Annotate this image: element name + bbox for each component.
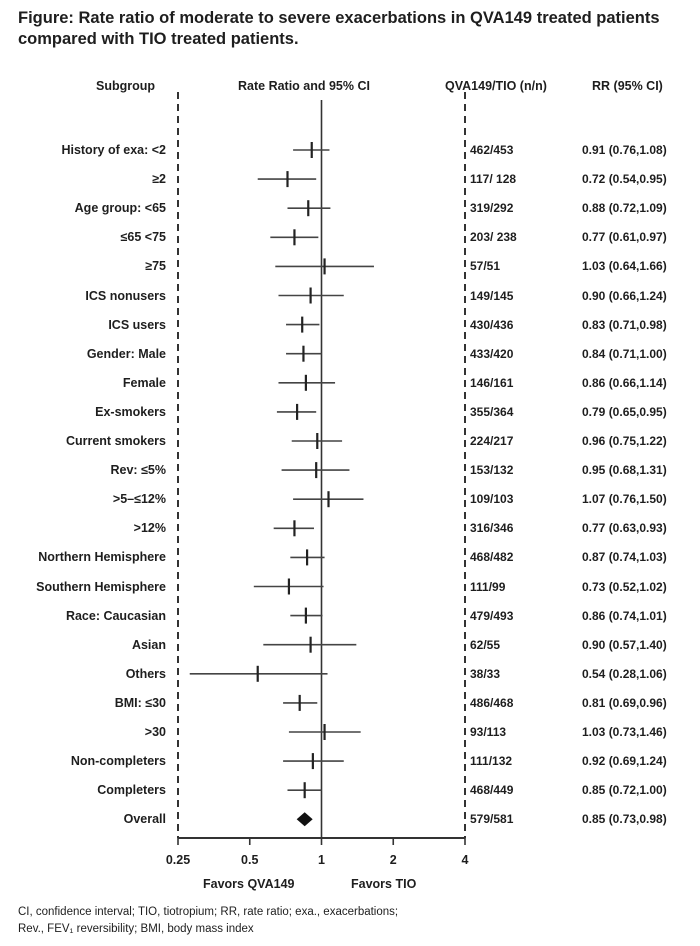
x-tick-label: 4 [461, 853, 469, 867]
footnote-line-1: CI, confidence interval; TIO, tiotropium… [18, 906, 399, 918]
subgroup-label: Non-completers [70, 754, 166, 769]
subgroup-label: >12% [133, 521, 166, 536]
subgroup-label: ≥2 [152, 172, 166, 187]
nn-value: 486/468 [470, 695, 514, 710]
nn-value: 153/132 [470, 463, 514, 478]
nn-value: 38/33 [470, 666, 501, 681]
subgroup-label: ≤65 <75 [120, 230, 166, 245]
nn-value: 479/493 [470, 608, 514, 623]
subgroup-label: Ex-smokers [95, 404, 166, 419]
header-qva-tio-nn: QVA149/TIO (n/n) [445, 79, 547, 93]
rr-ci-value: 0.77 (0.63,0.93) [582, 521, 667, 536]
subgroup-label: BMI: ≤30 [114, 695, 166, 710]
subgroup-label: >30 [144, 725, 166, 739]
subgroup-label: Northern Hemisphere [38, 550, 166, 565]
x-tick-label: 0.5 [241, 853, 259, 867]
nn-value: 433/420 [470, 346, 514, 361]
subgroup-label: Female [122, 375, 166, 390]
nn-value: 468/449 [470, 783, 514, 798]
subgroup-label: Age group: <65 [74, 201, 166, 216]
figure-title: Figure: Rate ratio of moderate to severe… [18, 9, 660, 48]
x-tick-label: 2 [389, 853, 397, 867]
nn-value: 93/113 [470, 725, 507, 739]
rr-ci-value: 1.03 (0.73,1.46) [582, 725, 667, 739]
nn-value: 462/453 [470, 143, 514, 157]
rr-ci-value: 0.85 (0.72,1.00) [582, 783, 667, 798]
rr-ci-value: 0.85 (0.73,0.98) [582, 812, 667, 827]
subgroup-label: ICS users [108, 317, 166, 332]
rr-ci-value: 0.83 (0.71,0.98) [582, 317, 667, 332]
rr-ci-value: 0.86 (0.66,1.14) [582, 375, 667, 390]
footnote-line-2: Rev., FEV₁ reversibility; BMI, body mass… [18, 923, 254, 935]
nn-value: 57/51 [470, 259, 501, 274]
rr-ci-value: 0.96 (0.75,1.22) [582, 434, 667, 448]
rr-ci-value: 0.90 (0.66,1.24) [582, 288, 667, 303]
subgroup-label: Rev: ≤5% [110, 463, 167, 478]
nn-value: 62/55 [470, 637, 501, 652]
subgroup-label: Asian [131, 637, 166, 652]
nn-value: 111/132 [470, 754, 513, 769]
rr-ci-value: 0.84 (0.71,1.00) [582, 346, 667, 361]
rr-ci-value: 0.54 (0.28,1.06) [582, 666, 667, 681]
header-subgroup: Subgroup [96, 79, 156, 93]
rr-ci-value: 0.91 (0.76,1.08) [582, 143, 667, 157]
rr-ci-value: 0.95 (0.68,1.31) [582, 463, 667, 478]
x-tick-label: 1 [318, 853, 325, 867]
nn-value: 117/ 128 [470, 172, 517, 187]
rr-ci-value: 0.86 (0.74,1.01) [582, 608, 667, 623]
subgroup-label: Gender: Male [86, 346, 166, 361]
favors-tio-label: Favors TIO [351, 877, 417, 891]
rr-ci-value: 1.03 (0.64,1.66) [582, 259, 667, 274]
rr-ci-value: 0.79 (0.65,0.95) [582, 404, 667, 419]
rr-ci-value: 0.73 (0.52,1.02) [582, 579, 667, 594]
subgroup-label: Race: Caucasian [65, 608, 166, 623]
footnote: CI, confidence interval; TIO, tiotropium… [18, 904, 688, 938]
subgroup-label: Overall [123, 812, 166, 827]
rr-ci-value: 0.77 (0.61,0.97) [582, 230, 667, 245]
rr-ci-value: 0.92 (0.69,1.24) [582, 754, 667, 769]
header-rr-ci: RR (95% CI) [592, 79, 663, 93]
subgroup-label: Current smokers [65, 434, 166, 448]
overall-diamond [296, 812, 313, 827]
favors-qva149-label: Favors QVA149 [203, 877, 295, 891]
nn-value: 319/292 [470, 201, 514, 216]
x-tick-label: 0.25 [165, 853, 191, 867]
nn-value: 146/161 [470, 375, 514, 390]
subgroup-label: Others [125, 666, 166, 681]
rr-ci-value: 1.07 (0.76,1.50) [582, 492, 667, 507]
nn-value: 224/217 [470, 434, 514, 448]
rr-ci-value: 0.81 (0.69,0.96) [582, 695, 667, 710]
subgroup-label: History of exa: <2 [61, 143, 166, 157]
nn-value: 579/581 [470, 812, 514, 827]
nn-value: 111/99 [470, 579, 506, 594]
nn-value: 430/436 [470, 317, 514, 332]
nn-value: 316/346 [470, 521, 514, 536]
nn-value: 149/145 [470, 288, 514, 303]
subgroup-label: ICS nonusers [85, 288, 166, 303]
rr-ci-value: 0.90 (0.57,1.40) [582, 637, 667, 652]
subgroup-label: Southern Hemisphere [36, 579, 166, 594]
rr-ci-value: 0.72 (0.54,0.95) [582, 172, 667, 187]
rr-ci-value: 0.88 (0.72,1.09) [582, 201, 667, 216]
subgroup-label: ≥75 [145, 259, 166, 274]
header-rate-ratio: Rate Ratio and 95% CI [238, 79, 370, 93]
nn-value: 355/364 [470, 404, 514, 419]
nn-value: 109/103 [470, 492, 514, 507]
subgroup-label: Completers [97, 783, 166, 798]
rr-ci-value: 0.87 (0.74,1.03) [582, 550, 667, 565]
subgroup-label: >5–≤12% [112, 492, 166, 507]
nn-value: 468/482 [470, 550, 514, 565]
nn-value: 203/ 238 [470, 230, 517, 245]
